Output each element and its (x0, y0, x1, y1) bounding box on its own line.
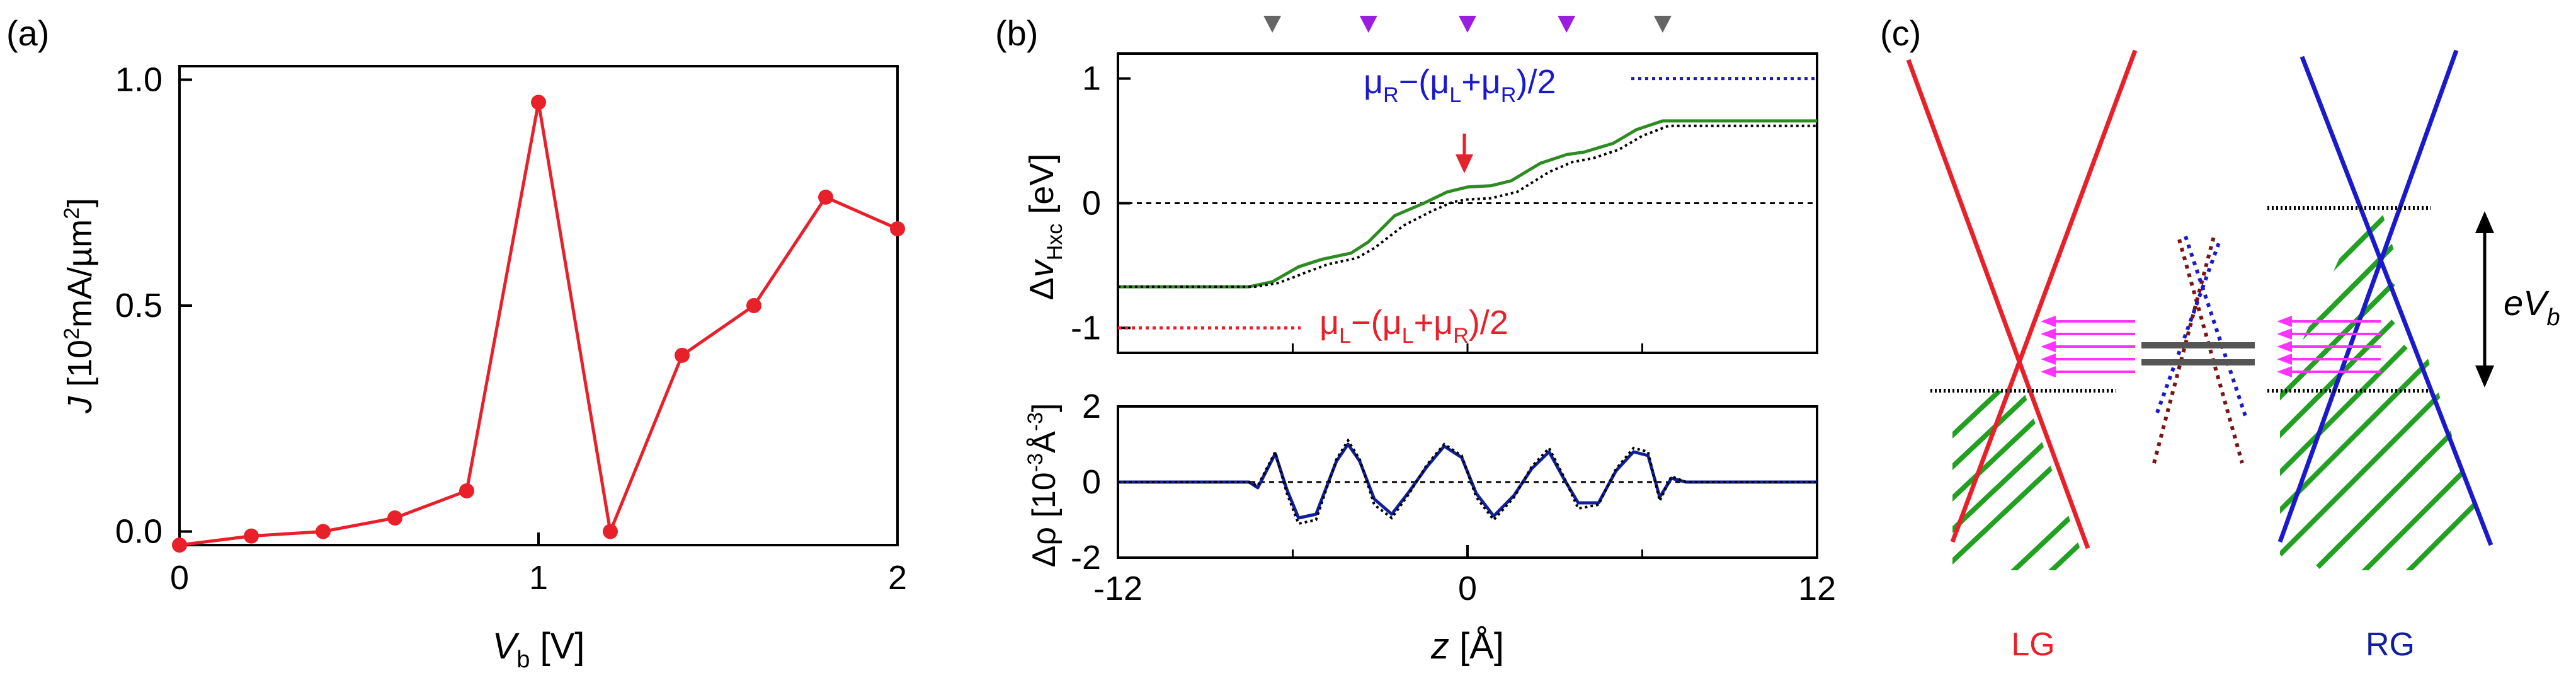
molecule-cone-blue-1 (2155, 238, 2222, 414)
panel-label-a: (a) (6, 13, 49, 53)
panel-b-top-ylabel: ΔvHxc [eV] (1023, 154, 1067, 301)
top-marker-triangle (1359, 16, 1377, 33)
x-tick-label: 12 (1798, 570, 1836, 607)
data-point (890, 221, 905, 237)
current-arrow-head (2277, 366, 2292, 377)
data-point (603, 524, 618, 539)
panel-b-top-chart: -1 0 1 ΔvHxc [eV] μR−(μL+μR)/2 μL−(μL+μR)/… (1023, 16, 1818, 354)
current-arrow-head (2277, 354, 2292, 365)
y-tick-label: 2 (1082, 388, 1101, 425)
y-tick-label: 0.5 (115, 287, 162, 325)
bias-arrow-head-down (2475, 365, 2494, 388)
right-gate-label: RG (2366, 626, 2415, 663)
panel-b-top-series (1118, 119, 1817, 289)
y-tick-label: 1.0 (115, 61, 162, 99)
panel-b-bottom-ylabel: Δρ [10-3Å-3] (1023, 403, 1063, 568)
panel-b-top-markers (1263, 16, 1672, 173)
panel-label-c: (c) (1880, 13, 1921, 53)
y-tick-label: -1 (1071, 309, 1101, 347)
current-arrows (2041, 316, 2381, 377)
y-tick-label: 1 (1082, 60, 1101, 98)
right-hatch (2280, 208, 2494, 570)
top-marker-triangle (1558, 16, 1576, 33)
left-hatch (1952, 391, 2088, 570)
left-level-label: μL−(μL+μR)/2 (1319, 304, 1508, 348)
y-tick-label: 0 (1082, 185, 1101, 222)
molecule-cone-darkred-1 (2152, 236, 2216, 464)
left-cone-line-2 (1950, 49, 2138, 543)
data-point (387, 510, 402, 526)
series-drho-dotted (1118, 438, 1817, 526)
x-tick-label: 0 (1458, 570, 1477, 607)
panel-b-bottom-xlabel: z [Å] (1430, 626, 1504, 667)
panel-a-ticks: 0 1 2 0.0 0.5 1.0 (115, 61, 907, 597)
panel-b-bottom-series (1118, 438, 1817, 526)
panel-b-top-levels (1118, 77, 1817, 330)
x-tick-label: 1 (529, 559, 548, 597)
right-cone-line-1 (2300, 55, 2493, 546)
bias-arrow-head-up (2475, 211, 2494, 233)
current-arrow-head (2041, 354, 2056, 365)
y-tick-label: -2 (1071, 539, 1101, 577)
panel-a-series (172, 95, 905, 553)
top-marker-triangle (1263, 16, 1282, 33)
current-arrow-head (2041, 341, 2056, 352)
panel-b-bottom-chart: -2 0 2 -12 0 12 Δρ [10-3Å-3] z [Å] (1023, 388, 1836, 667)
current-arrow-head (2277, 316, 2292, 327)
data-point (172, 538, 187, 553)
molecule-cone-darkred-2 (2177, 239, 2244, 464)
panel-a-ylabel: J [102mA/µm2] (60, 198, 99, 414)
top-marker-triangle (1459, 16, 1476, 33)
x-tick-label: 0 (170, 559, 189, 597)
right-level-label: μR−(μL+μR)/2 (1364, 63, 1556, 107)
x-tick-label: -12 (1093, 570, 1143, 607)
y-tick-label: 0 (1082, 463, 1101, 501)
data-point (244, 528, 259, 544)
panel-a-chart: 0 1 2 0.0 0.5 1.0 J [102mA/µm2] Vb [V] (60, 61, 907, 673)
series-drho-solid (1118, 442, 1817, 520)
data-point (531, 95, 546, 110)
data-point (316, 524, 331, 539)
left-gate-label: LG (2011, 626, 2055, 663)
molecule-cone-blue-2 (2184, 236, 2247, 417)
current-arrow-head (2041, 366, 2056, 377)
panel-b-bottom-ticks: -2 0 2 -12 0 12 (1071, 388, 1836, 607)
data-point (818, 189, 833, 205)
panel-label-b: (b) (995, 13, 1038, 53)
data-point (459, 483, 474, 498)
red-arrow-head (1456, 154, 1473, 173)
data-point (675, 347, 690, 363)
series-vhxc-solid (1118, 119, 1817, 289)
left-cone-line-1 (1906, 59, 2090, 549)
current-arrow-head (2277, 341, 2292, 352)
current-arrow-head (2277, 328, 2292, 340)
right-cone-line-2 (2277, 49, 2459, 543)
panel-a-xlabel: Vb [V] (493, 626, 585, 673)
top-marker-triangle (1653, 16, 1672, 33)
data-point (746, 298, 761, 313)
y-tick-label: 0.0 (115, 512, 162, 550)
series-vhxc-dotted (1118, 124, 1817, 289)
x-tick-label: 2 (888, 559, 907, 597)
current-arrow-head (2041, 328, 2056, 340)
panel-b-top-ticks: -1 0 1 (1071, 60, 1818, 353)
series-line (179, 101, 899, 547)
panel-a-frame (178, 65, 899, 546)
current-arrow-head (2041, 316, 2056, 327)
bias-label: eVb (2504, 283, 2560, 331)
panel-c-diagram: eVb LG RG (1906, 49, 2560, 663)
